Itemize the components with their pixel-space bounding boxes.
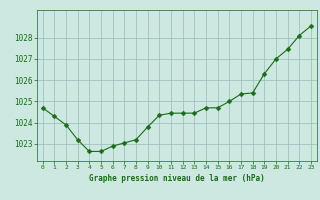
- X-axis label: Graphe pression niveau de la mer (hPa): Graphe pression niveau de la mer (hPa): [89, 174, 265, 183]
